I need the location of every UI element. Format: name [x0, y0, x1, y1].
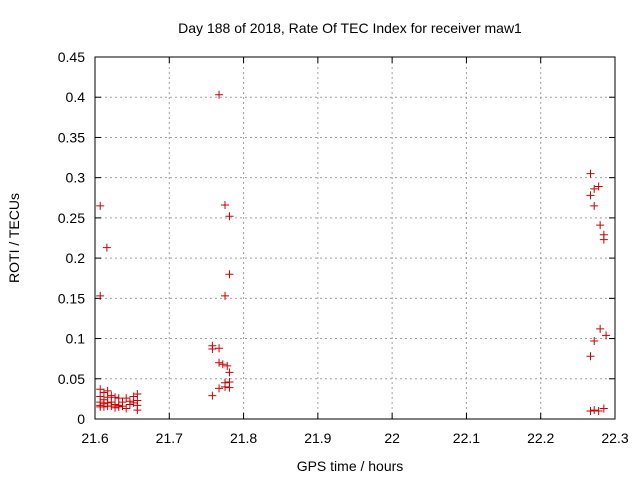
data-point [590, 406, 599, 415]
x-tick-label: 22.1 [453, 430, 480, 446]
data-point [225, 270, 234, 279]
data-point [122, 394, 131, 403]
data-point [602, 331, 611, 340]
data-point [599, 235, 608, 244]
data-point [122, 404, 131, 413]
x-tick-label: 22 [384, 430, 400, 446]
data-point [225, 368, 234, 377]
x-tick-label: 21.6 [81, 430, 108, 446]
data-point [221, 291, 229, 300]
data-point [599, 404, 608, 413]
data-point [215, 358, 224, 367]
x-axis-label: GPS time / hours [297, 458, 404, 474]
y-tick-label: 0.05 [58, 371, 85, 387]
y-axis-label: ROTI / TECUs [6, 193, 22, 283]
data-point [215, 384, 224, 393]
data-point [96, 385, 105, 394]
grid-lines [95, 57, 615, 419]
data-point [586, 352, 595, 361]
data-point [586, 191, 595, 200]
chart-title: Day 188 of 2018, Rate Of TEC Index for r… [178, 20, 522, 36]
x-tick-label: 21.9 [304, 430, 331, 446]
y-tick-label: 0 [77, 411, 85, 427]
data-point [102, 243, 111, 252]
x-tick-label: 21.8 [230, 430, 257, 446]
y-tick-label: 0.2 [66, 250, 86, 266]
data-point [225, 383, 234, 392]
data-point [96, 201, 105, 210]
data-point [208, 345, 217, 354]
data-point [125, 400, 134, 409]
data-point [107, 402, 116, 411]
y-tick-label: 0.35 [58, 129, 85, 145]
data-point [221, 201, 229, 210]
data-point [208, 391, 217, 400]
x-axis-ticks: 21.6 21.7 21.8 21.9 22 22.1 22.2 22.3 [81, 57, 629, 446]
data-point [594, 182, 603, 191]
data-point [594, 406, 603, 415]
data-point [596, 324, 605, 333]
data-point [596, 221, 605, 230]
data-point [586, 406, 595, 415]
y-tick-label: 0.25 [58, 210, 85, 226]
data-point [96, 291, 105, 300]
y-tick-label: 0.15 [58, 290, 85, 306]
data-point [218, 360, 227, 369]
y-tick-label: 0.3 [66, 170, 86, 186]
x-tick-label: 22.3 [601, 430, 628, 446]
y-axis-ticks: 0 0.05 0.1 0.15 0.2 0.25 0.3 0.35 0.4 0.45 [58, 49, 615, 427]
data-point [215, 344, 224, 353]
data-point [114, 402, 123, 411]
data-point [133, 406, 142, 415]
data-point [215, 90, 224, 99]
data-point [114, 394, 123, 403]
data-point [590, 184, 599, 193]
y-tick-label: 0.45 [58, 49, 85, 65]
data-point [221, 382, 229, 391]
x-tick-label: 22.2 [527, 430, 554, 446]
data-point [111, 393, 120, 402]
data-point [590, 201, 599, 210]
data-point [590, 336, 599, 345]
data-point [99, 388, 108, 397]
data-point [586, 169, 595, 178]
data-point [99, 402, 108, 411]
y-tick-label: 0.4 [66, 89, 86, 105]
y-tick-label: 0.1 [66, 331, 86, 347]
data-points [96, 90, 611, 415]
plot-frame [94, 56, 616, 420]
data-point [223, 361, 232, 370]
data-point [225, 212, 234, 221]
x-tick-label: 21.7 [156, 430, 183, 446]
